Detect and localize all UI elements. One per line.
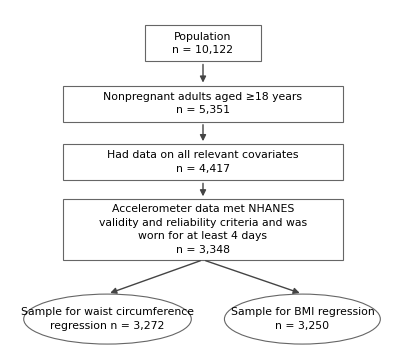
- FancyBboxPatch shape: [62, 144, 343, 180]
- FancyBboxPatch shape: [144, 25, 261, 61]
- Ellipse shape: [224, 294, 379, 344]
- Ellipse shape: [23, 294, 191, 344]
- FancyBboxPatch shape: [62, 199, 343, 260]
- Text: Accelerometer data met NHANES
validity and reliability criteria and was
worn for: Accelerometer data met NHANES validity a…: [99, 204, 306, 255]
- Text: Had data on all relevant covariates
n = 4,417: Had data on all relevant covariates n = …: [107, 150, 298, 174]
- Text: Sample for waist circumference
regression n = 3,272: Sample for waist circumference regressio…: [21, 307, 194, 331]
- Text: Sample for BMI regression
n = 3,250: Sample for BMI regression n = 3,250: [230, 307, 373, 331]
- Text: Population
n = 10,122: Population n = 10,122: [172, 32, 233, 55]
- FancyBboxPatch shape: [62, 85, 343, 122]
- Text: Nonpregnant adults aged ≥18 years
n = 5,351: Nonpregnant adults aged ≥18 years n = 5,…: [103, 92, 302, 116]
